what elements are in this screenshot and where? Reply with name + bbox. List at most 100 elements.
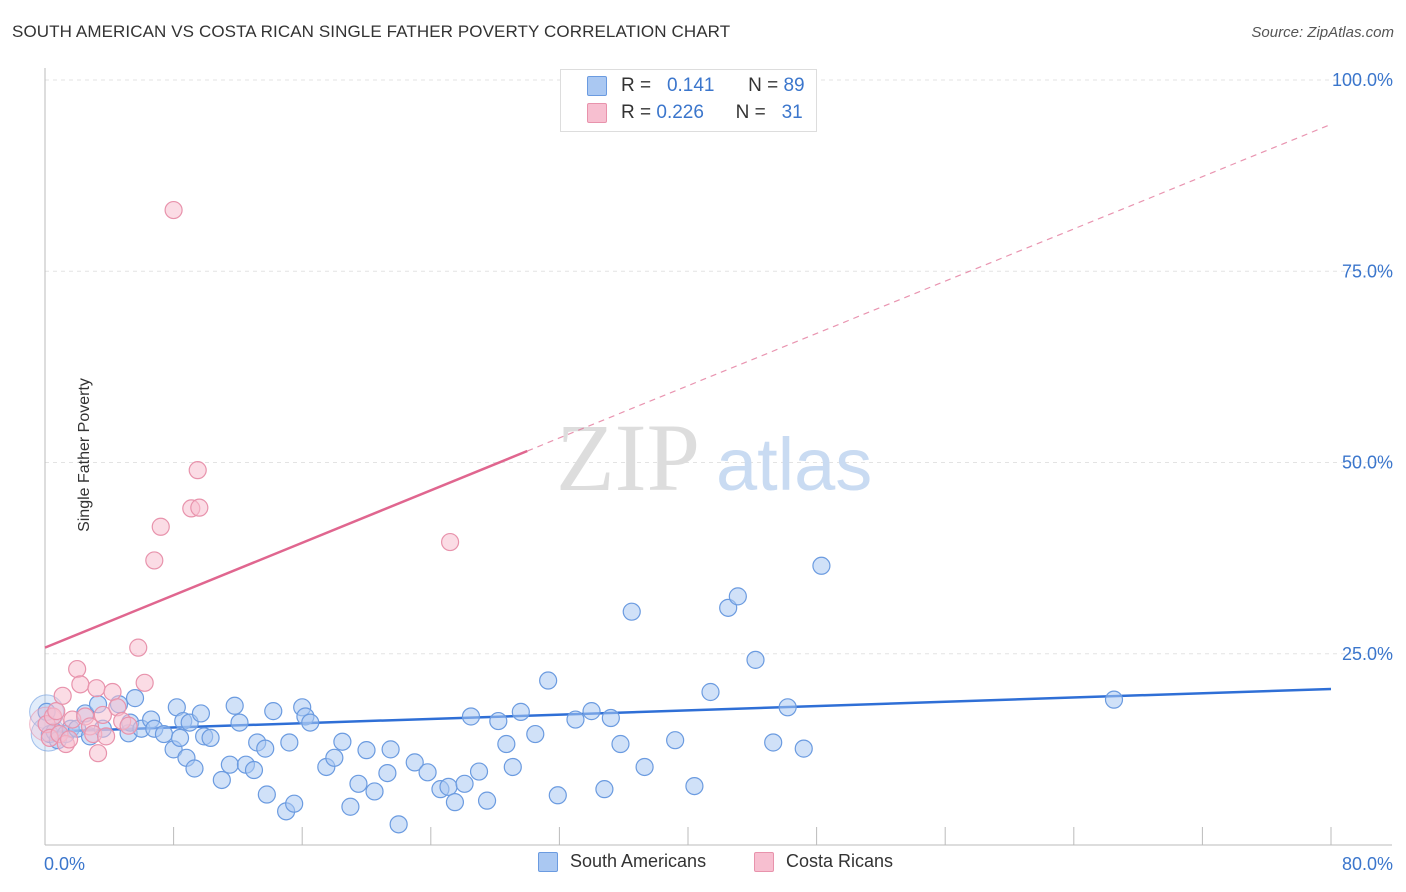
south-american-point: [477, 791, 497, 810]
watermark-zip: ZIP: [556, 404, 700, 511]
south-american-point: [244, 760, 264, 780]
south-american-point: [418, 763, 437, 782]
costa-rican-point: [151, 517, 170, 536]
gridlines: [45, 79, 1392, 655]
costa-rican-point: [88, 744, 108, 763]
watermark: ZIP atlas: [556, 404, 872, 511]
south-american-point: [325, 748, 344, 767]
south-american-point: [511, 702, 530, 721]
south-american-point: [582, 702, 601, 721]
south-american-point: [1104, 690, 1124, 709]
legend-row-costa-ricans: R = 0.226 N = 31: [587, 101, 803, 125]
source-note: Source: ZipAtlas.com: [1251, 24, 1394, 41]
south-american-point: [812, 556, 831, 575]
south-american-point: [365, 782, 384, 801]
south-american-point: [341, 797, 360, 816]
legend-row-south-americans: R = 0.141 N = 89: [587, 74, 805, 98]
south-american-point: [445, 793, 465, 812]
legend-label: South Americans: [570, 851, 707, 871]
costa-rican-point: [440, 532, 460, 552]
south-american-point: [455, 774, 474, 793]
chart-title: SOUTH AMERICAN VS COSTA RICAN SINGLE FAT…: [12, 22, 731, 41]
south-american-point: [389, 815, 408, 834]
costa-rican-point: [60, 730, 79, 749]
n-label: N =: [748, 75, 779, 96]
south-american-point: [212, 770, 231, 790]
legend-swatch-blue: [587, 76, 607, 96]
south-american-point: [381, 740, 400, 759]
costa-rican-point: [103, 682, 122, 702]
south-american-point: [566, 710, 585, 729]
south-american-point: [230, 713, 249, 732]
costa-rican-trend-extension: [527, 123, 1332, 452]
south-american-point: [220, 755, 239, 774]
south-american-point: [256, 739, 275, 758]
y-tick-label: 25.0%: [1342, 644, 1393, 664]
south-american-point: [526, 724, 545, 744]
costa-rican-point: [129, 638, 148, 657]
costa-rican-point: [190, 498, 209, 517]
legend-swatch-blue: [538, 851, 558, 872]
bottom-legend-costa-ricans: Costa Ricans: [754, 851, 893, 872]
south-american-point: [280, 733, 299, 752]
south-american-point: [503, 757, 522, 777]
south-american-point: [301, 713, 320, 732]
watermark-atlas: atlas: [716, 423, 872, 506]
costa-rican-point: [53, 686, 72, 705]
south-american-point: [778, 698, 797, 717]
south-american-point: [728, 587, 747, 606]
south-american-point: [154, 724, 174, 744]
south-american-point: [225, 696, 244, 715]
costa-rican-point: [87, 679, 106, 698]
south-american-point: [469, 762, 489, 781]
tick-labels: 25.0% 50.0% 75.0% 100.0% 0.0% 80.0%: [44, 70, 1393, 874]
south-american-point: [349, 774, 368, 793]
costa-rican-point: [145, 551, 164, 570]
south-american-point: [764, 733, 783, 752]
costa-rican-point: [188, 461, 207, 480]
south-american-point: [746, 650, 765, 669]
legend-swatch-pink: [587, 103, 607, 123]
south-american-point: [405, 753, 424, 772]
south-american-point: [666, 731, 685, 750]
x-tick-label: 80.0%: [1342, 854, 1393, 874]
south-american-point: [264, 702, 283, 721]
r-value: 0.141: [666, 75, 715, 96]
south-american-point: [701, 682, 720, 702]
n-label: N =: [735, 102, 766, 123]
legend-label: Costa Ricans: [786, 851, 894, 871]
bottom-legend-south-americans: South Americans: [538, 851, 706, 872]
costa-rican-point: [96, 727, 116, 746]
south-american-point: [548, 786, 567, 805]
south-american-point: [439, 777, 458, 796]
south-american-point: [461, 707, 481, 726]
south-american-point: [539, 671, 558, 690]
south-american-point: [357, 741, 376, 760]
south-american-point: [285, 794, 304, 813]
y-axis-label: Single Father Poverty: [75, 378, 93, 532]
costa-rican-trend-line: [44, 449, 528, 649]
south-american-point: [185, 759, 204, 778]
n-value: 31: [781, 102, 803, 123]
source-site: ZipAtlas.com: [1307, 24, 1394, 41]
source-label: Source:: [1251, 24, 1304, 41]
south-american-point: [622, 602, 641, 621]
data-points: [29, 200, 1124, 834]
r-label: R =: [621, 75, 652, 96]
south-american-point: [257, 785, 276, 804]
south-american-point: [595, 780, 614, 799]
stats-legend: R = 0.141 N = 89 R = 0.226 N = 31: [560, 69, 817, 132]
legend-swatch-pink: [754, 851, 774, 872]
y-tick-label: 75.0%: [1342, 261, 1393, 281]
south-american-point: [611, 734, 630, 754]
r-value: 0.226: [656, 102, 704, 123]
n-value: 89: [783, 75, 805, 96]
costa-rican-point: [164, 200, 183, 220]
y-tick-label: 100.0%: [1332, 70, 1393, 90]
south-american-point: [497, 734, 516, 754]
south-american-point: [601, 708, 620, 728]
y-tick-label: 50.0%: [1342, 453, 1393, 473]
south-american-point: [333, 732, 352, 751]
costa-rican-point: [135, 673, 154, 692]
